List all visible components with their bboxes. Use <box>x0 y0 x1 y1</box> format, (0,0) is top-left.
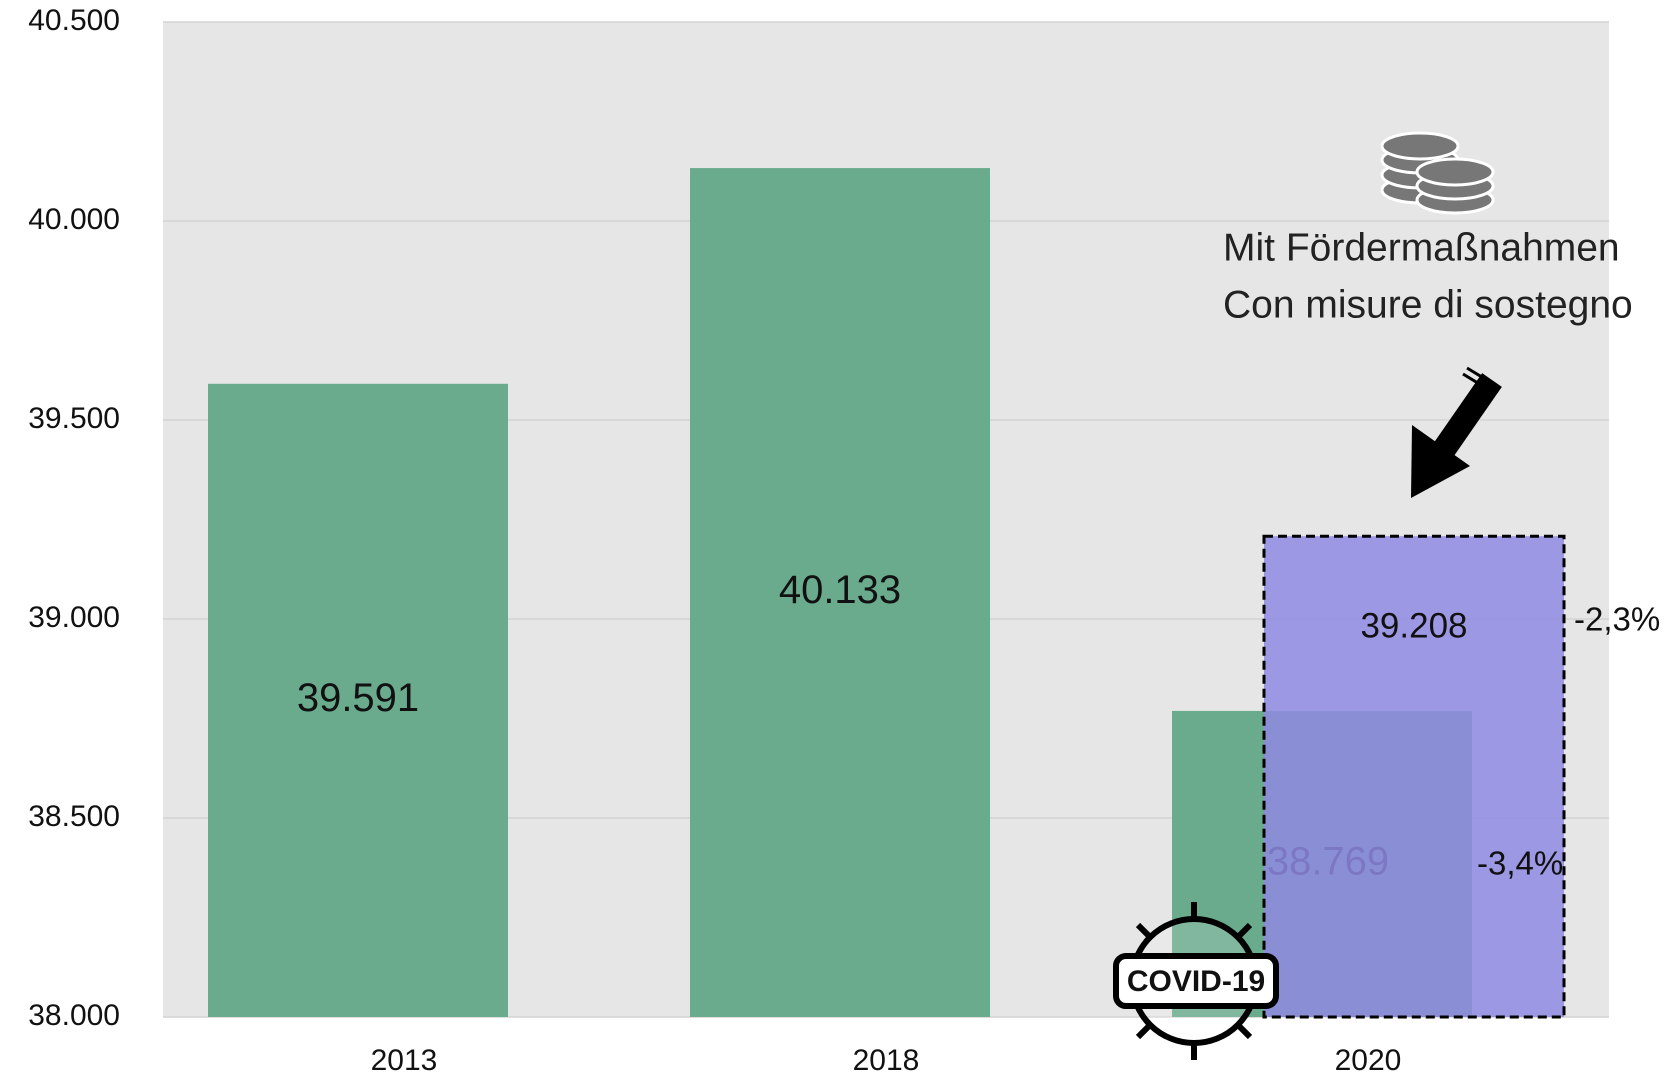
x-tick-label: 2018 <box>853 1044 920 1077</box>
y-tick-label: 39.500 <box>28 402 120 435</box>
value-label: 39.208 <box>1360 606 1467 645</box>
x-tick-label: 2020 <box>1335 1044 1402 1077</box>
bar <box>690 168 990 1018</box>
value-label: 40.133 <box>779 568 901 612</box>
coins-icon <box>1380 131 1495 215</box>
annotation: Con misure di sostegno <box>1223 283 1633 326</box>
y-tick-label: 40.500 <box>28 4 120 37</box>
x-tick-label: 2013 <box>371 1044 438 1077</box>
annotation: -3,4% <box>1477 845 1563 882</box>
annotation: -2,3% <box>1574 601 1660 638</box>
bar <box>1262 534 1566 1019</box>
annotation: Mit Fördermaßnahmen <box>1223 226 1620 269</box>
y-tick-label: 38.500 <box>28 800 120 833</box>
y-tick-label: 40.000 <box>28 203 120 236</box>
covid-icon <box>1113 902 1279 1060</box>
arrow <box>1411 366 1502 498</box>
bar <box>208 383 508 1018</box>
covid-label: COVID-19 <box>1127 965 1265 998</box>
y-tick-label: 39.000 <box>28 601 120 634</box>
value-label: 39.591 <box>297 676 419 720</box>
y-tick-label: 38.000 <box>28 999 120 1032</box>
